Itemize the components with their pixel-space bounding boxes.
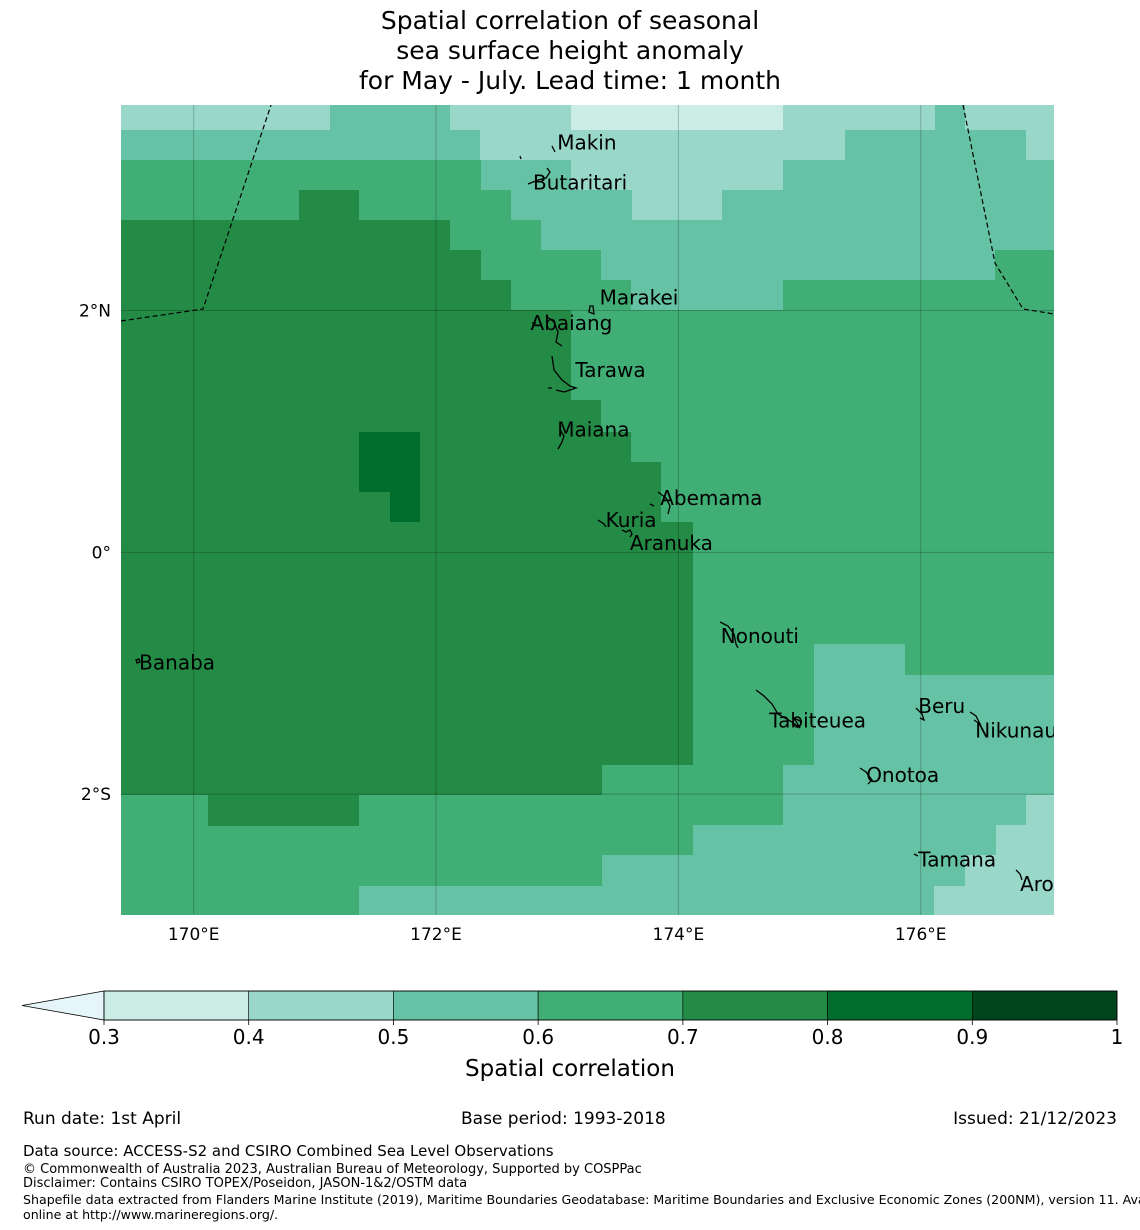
lat-tick-label-2: 2°S bbox=[81, 785, 111, 805]
place-label-nikunau: Nikunau bbox=[975, 718, 1057, 742]
colorbar-bin-1 bbox=[248, 990, 394, 1021]
colorbar-bin-2 bbox=[393, 990, 539, 1021]
colorbar-label: Spatial correlation bbox=[465, 1056, 675, 1082]
place-label-beru: Beru bbox=[918, 694, 965, 718]
place-label-maiana: Maiana bbox=[557, 417, 629, 441]
place-label-nonouti: Nonouti bbox=[721, 624, 799, 648]
place-label-tamana: Tamana bbox=[917, 848, 996, 872]
island-tamana bbox=[913, 853, 919, 857]
island-abaiang bbox=[532, 315, 563, 347]
island-maiana bbox=[557, 429, 565, 450]
base-period: Base period: 1993-2018 bbox=[461, 1109, 666, 1129]
colorbar-extend-arrow bbox=[21, 990, 105, 1021]
island-marakei bbox=[588, 305, 595, 316]
data-source: Data source: ACCESS-S2 and CSIRO Combine… bbox=[23, 1142, 554, 1160]
island-beru bbox=[915, 707, 926, 722]
colorbar-tick-label-2: 0.5 bbox=[378, 1025, 410, 1049]
colorbar-bin-6 bbox=[971, 990, 1118, 1021]
title-line-2: sea surface height anomaly bbox=[396, 36, 744, 65]
issued-date: Issued: 21/12/2023 bbox=[953, 1109, 1117, 1129]
title-line-3: for May - July. Lead time: 1 month bbox=[358, 66, 782, 95]
eez-boundary-east bbox=[962, 105, 1054, 315]
island-banaba bbox=[135, 658, 141, 664]
colorbar-bins bbox=[103, 990, 1118, 1021]
island-butaritari bbox=[527, 167, 551, 185]
place-label-arorae: Arorae bbox=[1020, 872, 1086, 896]
place-label-banaba: Banaba bbox=[139, 651, 215, 675]
shapefile-credit-line-2: online at http://www.marineregions.org/. bbox=[23, 1207, 279, 1222]
island-abemama bbox=[649, 491, 671, 515]
map-title: Spatial correlation of seasonal sea surf… bbox=[0, 6, 1140, 96]
lat-tick-label-0: 2°N bbox=[79, 302, 111, 322]
run-date: Run date: 1st April bbox=[23, 1109, 182, 1129]
colorbar-bin-0 bbox=[103, 990, 250, 1021]
lat-tick-label-1: 0° bbox=[92, 543, 111, 563]
correlation-field bbox=[121, 105, 1054, 915]
place-label-butaritari: Butaritari bbox=[533, 171, 627, 195]
colorbar-ticks: 0.3 0.4 0.5 0.6 0.7 0.8 0.9 1 bbox=[88, 1020, 1123, 1049]
gridlines bbox=[121, 105, 1054, 915]
place-label-kuria: Kuria bbox=[606, 508, 657, 532]
island-tarawa bbox=[548, 355, 579, 393]
island-arorae bbox=[1015, 869, 1023, 881]
island-outlines bbox=[135, 145, 1023, 881]
title-line-1: Spatial correlation of seasonal bbox=[380, 6, 760, 35]
island-makin bbox=[519, 145, 556, 160]
colorbar-frame bbox=[103, 990, 1118, 1021]
place-label-marakei: Marakei bbox=[600, 285, 679, 309]
colorbar-bin-3 bbox=[537, 990, 684, 1021]
colorbar-bin-4 bbox=[682, 990, 828, 1021]
island-nonouti bbox=[719, 621, 739, 649]
latitude-ticks: 2°N 0° 2°S bbox=[79, 302, 111, 806]
lon-tick-label-0: 170°E bbox=[168, 925, 220, 945]
eez-boundary-west bbox=[121, 105, 272, 322]
place-label-makin: Makin bbox=[557, 131, 616, 155]
place-label-onotoa: Onotoa bbox=[866, 763, 939, 787]
island-aranuka bbox=[621, 529, 633, 538]
colorbar-tick-label-5: 0.8 bbox=[812, 1025, 844, 1049]
island-tabiteuea bbox=[755, 689, 803, 729]
island-kuria bbox=[597, 519, 607, 528]
colorbar-tick-label-3: 0.6 bbox=[522, 1025, 554, 1049]
lon-tick-label-1: 172°E bbox=[410, 925, 462, 945]
lon-tick-label-2: 174°E bbox=[653, 925, 705, 945]
longitude-ticks: 170°E 172°E 174°E 176°E bbox=[168, 925, 947, 945]
shapefile-credit-line-1: Shapefile data extracted from Flanders M… bbox=[23, 1192, 1140, 1207]
colorbar-bin-5 bbox=[827, 990, 973, 1021]
copyright: © Commonwealth of Australia 2023, Austra… bbox=[23, 1162, 642, 1177]
colorbar: 0.3 0.4 0.5 0.6 0.7 0.8 0.9 1 Spatial correlati… bbox=[21, 990, 1123, 1082]
colorbar-tick-label-6: 0.9 bbox=[956, 1025, 988, 1049]
island-onotoa bbox=[859, 767, 873, 785]
place-label-tabiteuea: Tabiteuea bbox=[768, 709, 866, 733]
eez-boundary bbox=[121, 105, 1054, 322]
disclaimer: Disclaimer: Contains CSIRO TOPEX/Poseido… bbox=[23, 1176, 468, 1191]
place-label-abaiang: Abaiang bbox=[531, 311, 613, 335]
island-nikunau bbox=[969, 711, 982, 726]
colorbar-tick-label-7: 1 bbox=[1111, 1025, 1124, 1049]
colorbar-tick-label-0: 0.3 bbox=[88, 1025, 120, 1049]
place-label-abemama: Abemama bbox=[660, 486, 762, 510]
lon-tick-label-3: 176°E bbox=[895, 925, 947, 945]
place-label-aranuka: Aranuka bbox=[630, 531, 713, 555]
colorbar-tick-label-4: 0.7 bbox=[667, 1025, 699, 1049]
colorbar-tick-label-1: 0.4 bbox=[233, 1025, 265, 1049]
place-label-tarawa: Tarawa bbox=[574, 358, 645, 382]
